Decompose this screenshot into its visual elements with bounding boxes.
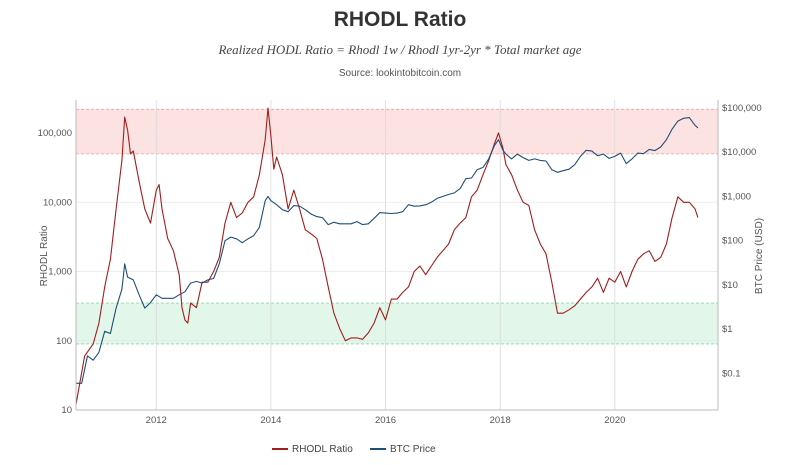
axes-layer: 2012 2014 2016 2018 2020 10 100 1,000 10,000 100,… [38,100,762,426]
left-tick-label: 10 [61,405,72,416]
right-tick-label: $1,000 [722,191,751,202]
lines-layer [75,107,699,405]
left-tick-label: 100,000 [38,128,72,139]
legend-label: BTC Price [390,444,436,455]
chart-subtitle: Realized HODL Ratio = Rhodl 1w / Rhodl 1… [218,42,582,57]
left-tick-label: 1,000 [48,267,72,278]
band-lower [76,303,718,344]
band-upper [76,109,718,154]
right-tick-label: $100,000 [722,103,762,114]
right-tick-label: $10 [722,280,738,291]
btc-price-line [76,117,699,384]
x-tick-label: 2018 [490,415,511,426]
right-tick-label: $100 [722,236,743,247]
left-tick-label: 100 [56,336,72,347]
legend: RHODL Ratio BTC Price [272,444,436,455]
x-tick-label: 2016 [375,415,396,426]
x-tick-label: 2012 [146,415,167,426]
rhodl-line [75,107,699,405]
left-axis-label: RHODL Ratio [39,225,50,286]
chart-title: RHODL Ratio [333,8,467,31]
right-tick-label: $0.1 [722,369,741,380]
x-tick-label: 2020 [604,415,625,426]
chart-source: Source: lookintobitcoin.com [338,68,462,79]
legend-label: RHODL Ratio [292,444,353,455]
x-tick-label: 2014 [260,415,281,426]
right-axis-label: BTC Price (USD) [754,218,765,294]
right-tick-label: $1 [722,324,733,335]
bands-layer [76,108,718,345]
left-tick-label: 10,000 [43,197,72,208]
right-tick-label: $10,000 [722,147,756,158]
